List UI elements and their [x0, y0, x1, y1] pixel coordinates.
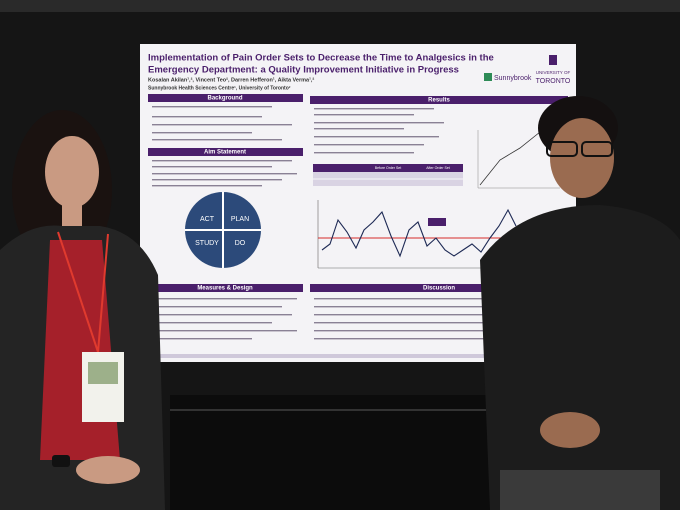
- logo-uoft: TORONTO: [536, 78, 571, 85]
- text-line: [152, 160, 292, 162]
- text-line: [314, 306, 544, 308]
- ceiling-edge: [0, 0, 680, 12]
- table-header: [313, 164, 463, 172]
- text-line: [152, 306, 282, 308]
- affiliations: Sunnybrook Health Sciences Centre¹, Univ…: [148, 85, 291, 91]
- references-strip: [148, 354, 568, 358]
- section-bar: [148, 94, 303, 102]
- table-header-cell: After Order Set: [426, 166, 450, 170]
- poster-title: Implementation of Pain Order Sets to Dec…: [148, 53, 494, 64]
- section-heading: Aim Statement: [204, 150, 246, 156]
- text-line: [152, 166, 272, 168]
- section-heading: Results: [428, 98, 450, 104]
- text-line: [314, 136, 439, 138]
- text-line: [152, 124, 292, 126]
- pdsa-label: DO: [235, 240, 246, 247]
- text-line: [152, 338, 252, 340]
- sweater: [480, 205, 680, 510]
- hands: [76, 456, 140, 484]
- glasses: [546, 141, 578, 157]
- text-line: [152, 298, 297, 300]
- authors: Kosalan Akilan¹,², Vincent Teo², Darren …: [148, 76, 314, 83]
- face: [550, 118, 614, 198]
- trousers: [500, 470, 660, 510]
- text-line: [152, 179, 282, 181]
- section-bar: [310, 96, 568, 104]
- section-heading: Measures & Design: [197, 286, 253, 292]
- text-line: [314, 114, 414, 116]
- pdsa-label: PLAN: [231, 216, 249, 223]
- body-text: [152, 106, 554, 340]
- text-line: [152, 116, 262, 118]
- watch: [52, 455, 70, 467]
- sunnybrook-icon: [484, 73, 492, 81]
- text-line: [314, 144, 424, 146]
- section-heading: Discussion: [423, 286, 455, 292]
- text-line: [152, 173, 297, 175]
- text-line: [314, 298, 554, 300]
- text-line: [152, 322, 272, 324]
- small-chart-line: [479, 127, 546, 186]
- pdsa-label: ACT: [200, 216, 215, 223]
- text-line: [314, 108, 434, 110]
- poster-title: Emergency Department: a Quality Improvem…: [148, 65, 459, 76]
- uoft-crest: [549, 55, 557, 65]
- chart-callout: [428, 218, 446, 226]
- neck: [62, 200, 82, 230]
- text-line: [152, 185, 262, 187]
- pdsa-label: STUDY: [195, 240, 219, 247]
- text-line: [314, 128, 404, 130]
- badge-photo: [88, 362, 118, 384]
- text-line: [314, 152, 414, 154]
- section-bar: [148, 148, 303, 156]
- text-line: [152, 314, 292, 316]
- section-bar: [148, 284, 303, 292]
- text-line: [314, 322, 549, 324]
- logo-uoft: UNIVERSITY OF: [536, 70, 571, 75]
- text-line: [152, 139, 282, 141]
- text-line: [314, 314, 534, 316]
- text-line: [314, 338, 514, 340]
- board-lower: [170, 395, 500, 510]
- text-line: [152, 106, 272, 108]
- run-chart-line: [321, 208, 517, 258]
- text-line: [314, 122, 444, 124]
- text-line: [152, 132, 252, 134]
- hands: [540, 412, 600, 448]
- text-line: [314, 330, 554, 332]
- face: [45, 136, 99, 208]
- section-bar: [310, 284, 568, 292]
- table-header-cell: Before Order Set: [375, 166, 401, 170]
- section-heading: Background: [207, 96, 242, 102]
- glasses: [581, 141, 613, 157]
- text-line: [152, 330, 297, 332]
- logo-sunnybrook: Sunnybrook: [494, 75, 532, 82]
